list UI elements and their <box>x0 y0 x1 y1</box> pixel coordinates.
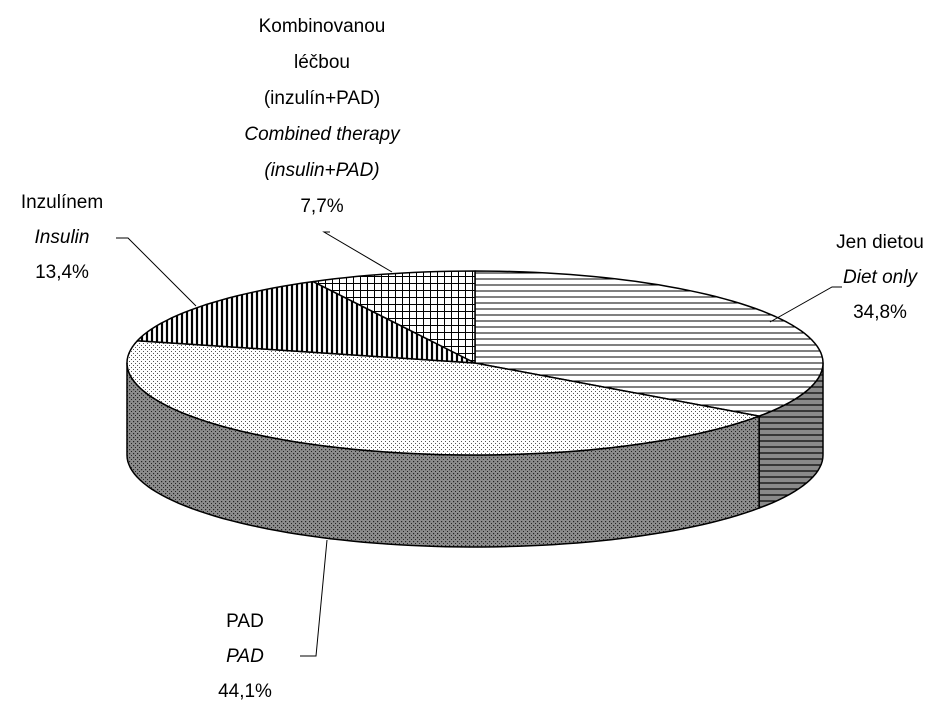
category-label-en: Diet only <box>843 267 917 288</box>
slice <box>312 270 476 364</box>
slice <box>136 280 476 364</box>
value-label: 7,7% <box>300 196 344 217</box>
slice <box>474 270 824 417</box>
leader-line <box>300 539 328 657</box>
category-label: Inzulínem <box>20 192 104 213</box>
category-label: Jen dietou <box>836 232 924 253</box>
slice-label: Kombinovanou léčbou (inzulín+PAD) Combin… <box>237 9 407 225</box>
leader-line <box>322 231 393 273</box>
category-label-en: Insulin <box>34 227 90 248</box>
slice-label: PAD PAD 44,1% <box>185 604 305 709</box>
leader-line <box>116 237 197 307</box>
category-label-en: PAD <box>226 646 264 667</box>
slice <box>126 339 760 456</box>
value-label: 13,4% <box>35 262 89 283</box>
leader-lines <box>116 231 842 657</box>
leader-line <box>769 286 842 323</box>
category-label: PAD <box>226 611 264 632</box>
value-label: 34,8% <box>853 302 907 323</box>
slice-label: Jen dietou Diet only 34,8% <box>815 225 940 330</box>
pie <box>126 270 824 548</box>
category-label: Kombinovanou léčbou (inzulín+PAD) <box>258 16 386 109</box>
value-label: 44,1% <box>218 681 272 702</box>
slice-label: Inzulínem Insulin 13,4% <box>0 185 124 290</box>
category-label-en: Combined therapy (insulin+PAD) <box>244 124 400 181</box>
